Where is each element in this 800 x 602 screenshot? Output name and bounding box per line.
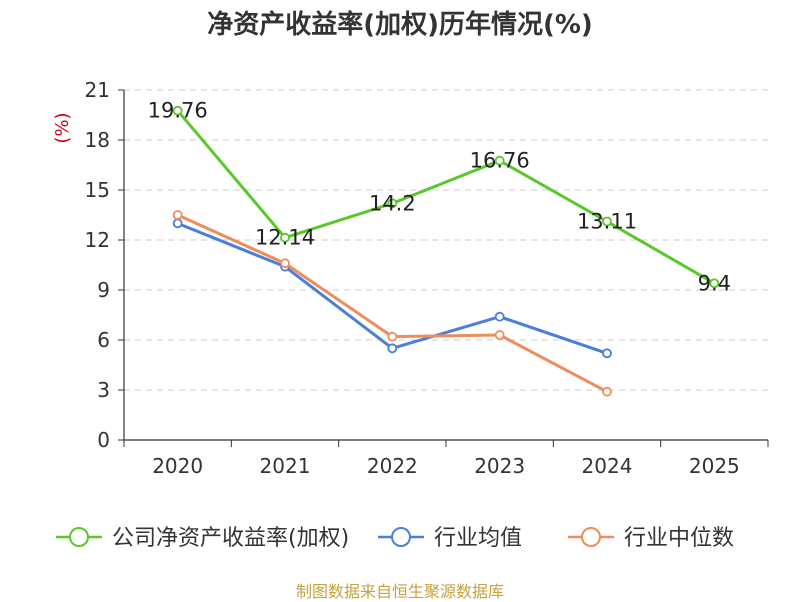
data-point [172,105,183,116]
y-tick-label: 15 [85,178,110,202]
grid-lines [124,89,768,391]
legend-item[interactable]: 行业均值 [378,526,522,551]
legend-label: 行业中位数 [624,526,734,551]
data-label: 9.4 [698,271,731,295]
legend: 公司净资产收益率(加权) 行业均值 行业中位数 [56,526,734,551]
data-labels: 19.76 12.14 14.2 16.76 13.11 9.4 [148,99,731,296]
y-tick-label: 3 [97,378,110,402]
data-label: 14.2 [369,191,416,215]
y-tick-label: 0 [97,428,110,452]
x-tick-label: 2022 [367,454,418,478]
legend-marker [391,527,411,547]
data-label: 13.11 [577,210,637,234]
data-point [172,210,183,220]
y-tick-label: 21 [85,78,110,102]
data-point [280,232,290,243]
x-tick-label: 2020 [152,454,203,478]
data-point [494,155,505,166]
data-point [602,386,612,397]
y-tick-label: 18 [85,128,110,152]
x-tick-label: 2025 [689,454,740,478]
y-axis-label: (%) [52,112,73,143]
legend-item[interactable]: 公司净资产收益率(加权) [56,526,349,551]
data-point [494,311,505,322]
legend-marker [581,527,601,547]
x-tick-label: 2021 [260,454,311,478]
source-note: 制图数据来自恒生聚源数据库 [295,582,504,601]
legend-label: 行业均值 [434,526,522,551]
series-line [177,213,608,393]
data-label: 12.14 [255,226,315,250]
data-label: 16.76 [470,149,530,173]
legend-label: 公司净资产收益率(加权) [112,526,349,551]
data-point [494,330,505,340]
y-tick-label: 12 [85,228,110,252]
data-point [602,216,612,227]
data-point [387,198,398,209]
series-lines [172,105,720,397]
data-label: 19.76 [148,99,208,123]
data-point [172,218,183,229]
data-point [387,331,398,342]
data-point [602,348,612,359]
data-point [280,258,290,269]
series-line [176,109,716,285]
data-point [709,278,720,289]
data-point [387,343,398,354]
x-tick-label: 2024 [582,454,633,478]
y-tick-label: 9 [97,278,110,302]
chart-title: 净资产收益率(加权)历年情况(%) [207,10,593,40]
axes: 0 3 6 9 12 15 18 21 2020 2021 2022 2023 2024 2025 [85,78,769,478]
x-tick-label: 2023 [474,454,525,478]
legend-marker [69,527,89,547]
y-tick-label: 6 [97,328,110,352]
legend-item[interactable]: 行业中位数 [568,526,734,551]
